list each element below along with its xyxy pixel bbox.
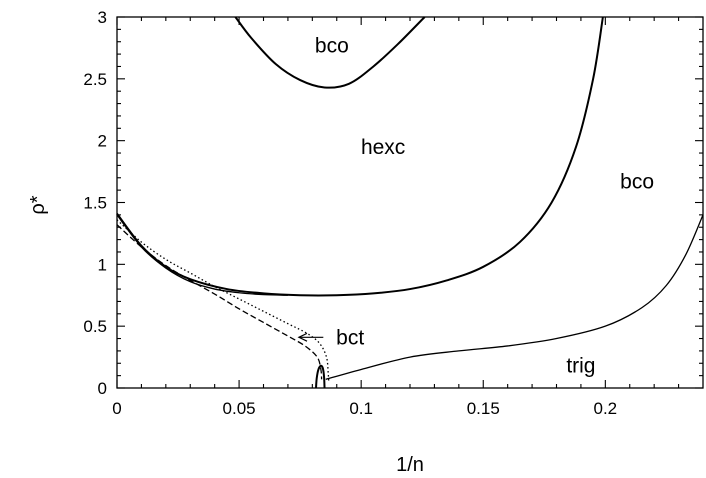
x-tick-label: 0.15	[467, 399, 500, 418]
y-tick-label: 3	[98, 8, 107, 27]
y-axis-label: ρ*	[27, 195, 49, 214]
region-label-bco: bco	[620, 170, 654, 193]
y-axis-ticks: 0 0.5 1 1.5 2 2.5 3	[83, 8, 703, 398]
boundary-curve-1	[234, 16, 426, 89]
y-tick-label: 1	[98, 255, 107, 274]
boundary-curve-3	[116, 214, 288, 296]
x-tick-label: 0.05	[223, 399, 256, 418]
region-label-hexc: hexc	[361, 136, 405, 159]
x-tick-label: 0	[112, 399, 121, 418]
annotation-arrows	[297, 332, 324, 342]
boundary-curve-7	[315, 364, 326, 389]
arrow-head	[297, 332, 308, 342]
region-label-bct: bct	[336, 326, 364, 349]
boundary-curve-6	[116, 219, 330, 381]
y-tick-label: 2.5	[83, 70, 107, 89]
y-tick-label: 1.5	[83, 194, 107, 213]
x-tick-label: 0.2	[594, 399, 618, 418]
x-axis-ticks: 0 0.05 0.1 0.15 0.2	[112, 17, 680, 418]
region-label-bco: bco	[315, 34, 349, 57]
phase-boundary-curves	[116, 16, 704, 389]
x-axis-label: 1/n	[396, 454, 424, 476]
region-label-trig: trig	[566, 355, 595, 378]
y-tick-label: 0.5	[83, 317, 107, 336]
plot-frame	[116, 16, 704, 389]
y-tick-label: 2	[98, 132, 107, 151]
boundary-curve-4	[325, 214, 704, 380]
boundary-curve-5	[116, 224, 323, 380]
region-labels: bco hexc bco bct trig	[315, 34, 654, 377]
x-tick-label: 0.1	[349, 399, 373, 418]
boundary-curve-2	[116, 16, 604, 297]
y-tick-label: 0	[98, 379, 107, 398]
